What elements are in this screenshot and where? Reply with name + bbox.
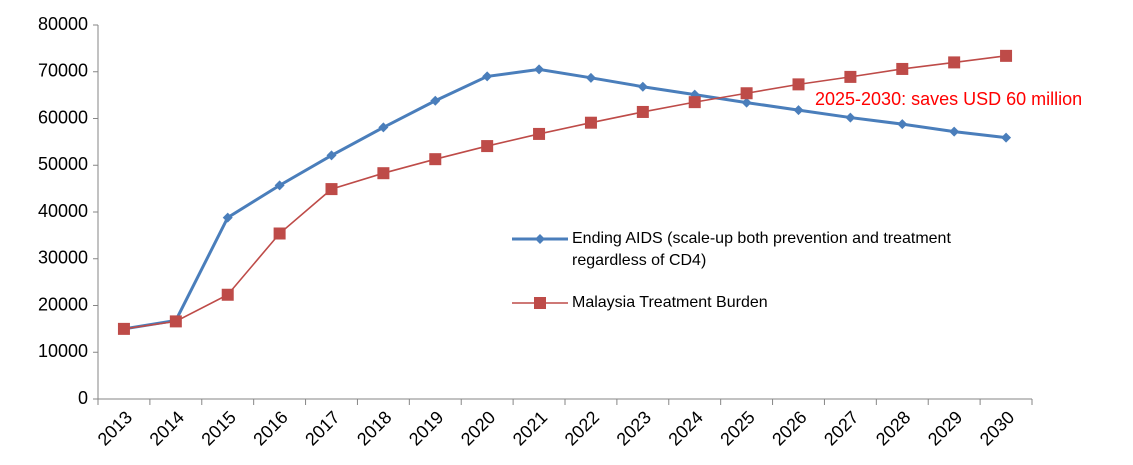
- x-tick-label: 2016: [249, 407, 291, 449]
- x-tick-label: 2019: [405, 407, 447, 449]
- x-tick-label: 2023: [613, 407, 655, 449]
- point: [430, 95, 441, 106]
- legend-swatch: [512, 297, 568, 309]
- point: [534, 64, 545, 75]
- point: [636, 105, 649, 118]
- x-tick-label: 2013: [94, 407, 136, 449]
- legend-swatch: [512, 234, 568, 244]
- point: [273, 227, 286, 240]
- point: [584, 116, 597, 129]
- point: [378, 122, 389, 133]
- point: [169, 315, 182, 328]
- point: [274, 180, 285, 191]
- x-tick-label: 2015: [197, 407, 239, 449]
- point: [117, 322, 130, 335]
- point: [222, 212, 233, 223]
- legend-label: Malaysia Treatment Burden: [572, 294, 768, 311]
- legend: Ending AIDS (scale-up both prevention an…: [510, 228, 980, 334]
- x-tick-label: 2017: [301, 407, 343, 449]
- x-tick-label: 2029: [924, 407, 966, 449]
- point: [949, 126, 960, 137]
- point: [948, 56, 961, 69]
- y-tick-label: 40000: [38, 201, 88, 221]
- point: [1001, 132, 1012, 143]
- legend-item: Malaysia Treatment Burden: [510, 292, 980, 314]
- point: [793, 105, 804, 116]
- point: [897, 119, 908, 130]
- x-tick-label: 2021: [509, 407, 551, 449]
- x-tick-label: 2025: [716, 407, 758, 449]
- point: [688, 96, 701, 109]
- legend-item: Ending AIDS (scale-up both prevention an…: [510, 228, 980, 272]
- point: [429, 153, 442, 166]
- point: [1000, 49, 1013, 62]
- series-line: [123, 67, 1007, 331]
- annotation: 2025-2030: saves USD 60 million: [815, 89, 1082, 109]
- legend-label: Ending AIDS (scale-up both prevention an…: [572, 230, 951, 269]
- y-tick-label: 50000: [38, 154, 88, 174]
- point: [585, 72, 596, 83]
- y-tick-label: 10000: [38, 341, 88, 361]
- x-tick-label: 2022: [561, 407, 603, 449]
- x-tick-label: 2018: [353, 407, 395, 449]
- point: [221, 288, 234, 301]
- x-tick-label: 2026: [768, 407, 810, 449]
- point: [896, 62, 909, 75]
- x-tick-label: 2024: [664, 407, 706, 449]
- point: [845, 112, 856, 123]
- y-tick-label: 0: [78, 388, 88, 408]
- point: [482, 71, 493, 82]
- x-tick-label: 2020: [457, 407, 499, 449]
- point: [740, 87, 753, 100]
- point: [844, 70, 857, 83]
- x-tick-label: 2027: [820, 407, 862, 449]
- y-tick-label: 20000: [38, 294, 88, 314]
- y-tick-label: 70000: [38, 61, 88, 81]
- point: [792, 78, 805, 91]
- point: [533, 127, 546, 140]
- point: [741, 97, 752, 108]
- point: [326, 150, 337, 161]
- point: [377, 167, 390, 180]
- y-tick-label: 60000: [38, 107, 88, 127]
- legend-marker: [535, 234, 545, 244]
- point: [325, 183, 338, 196]
- point: [637, 81, 648, 92]
- point: [481, 140, 494, 153]
- x-tick-label: 2028: [872, 407, 914, 449]
- x-tick-label: 2014: [146, 407, 188, 449]
- y-tick-label: 30000: [38, 248, 88, 268]
- series-line: [123, 55, 1007, 330]
- x-tick-label: 2030: [976, 407, 1018, 449]
- y-tick-label: 80000: [38, 14, 88, 34]
- legend-marker: [534, 297, 546, 309]
